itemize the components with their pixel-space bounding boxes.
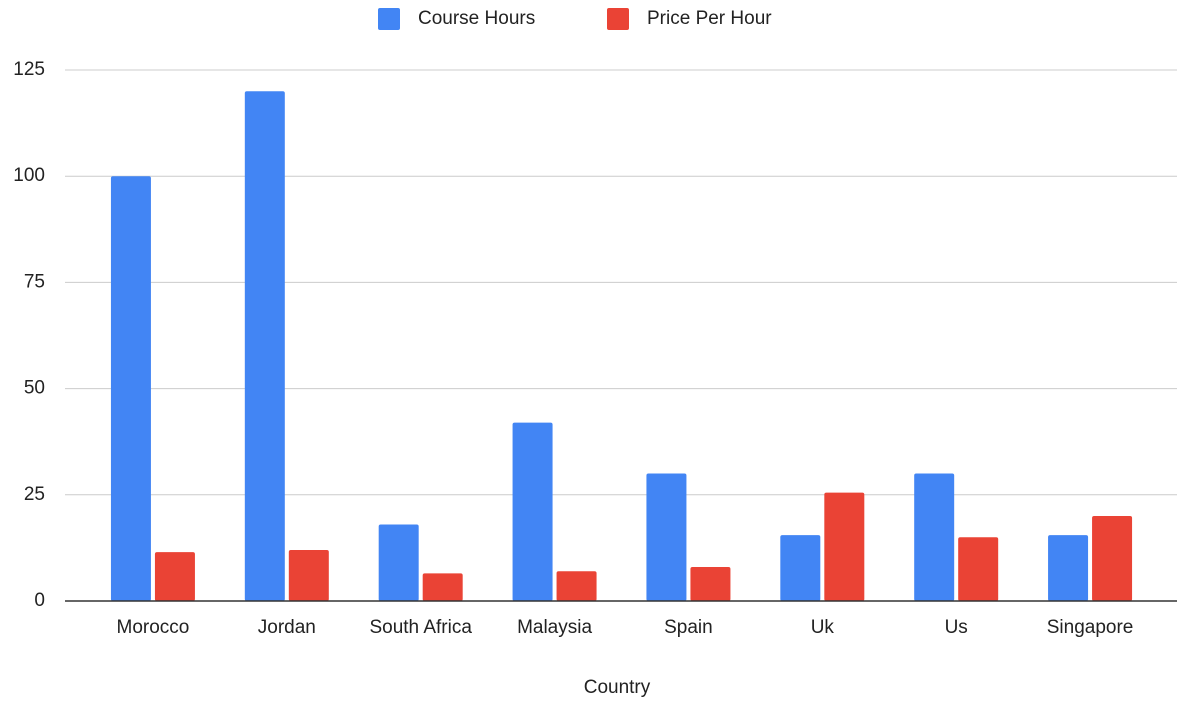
x-tick-label: South Africa — [369, 617, 472, 638]
bar — [556, 571, 597, 601]
y-tick-label: 25 — [24, 484, 45, 505]
x-tick-label: Singapore — [1047, 617, 1134, 638]
bar — [646, 473, 687, 601]
bar — [288, 550, 329, 601]
y-tick-label: 100 — [13, 165, 45, 186]
y-tick-label: 0 — [34, 590, 45, 611]
bar — [154, 552, 195, 601]
bar — [512, 422, 553, 601]
bar — [1092, 516, 1133, 601]
bar — [422, 573, 463, 601]
x-tick-label: Morocco — [117, 617, 190, 638]
legend-swatch — [378, 8, 400, 30]
bar — [690, 567, 731, 601]
bar — [824, 492, 865, 601]
x-tick-label: Malaysia — [517, 617, 592, 638]
bar — [110, 176, 151, 601]
x-axis-title: Country — [584, 677, 651, 698]
bar — [780, 535, 821, 601]
legend-label: Course Hours — [418, 8, 535, 29]
x-tick-label: Us — [945, 617, 968, 638]
bar — [914, 473, 955, 601]
bar — [378, 524, 419, 601]
bar — [244, 91, 285, 602]
bar — [958, 537, 999, 601]
y-tick-label: 75 — [24, 271, 45, 292]
y-tick-label: 50 — [24, 378, 45, 399]
x-tick-label: Uk — [811, 617, 835, 638]
legend-swatch — [607, 8, 629, 30]
y-tick-label: 125 — [13, 59, 45, 80]
legend-label: Price Per Hour — [647, 8, 772, 29]
bar — [1048, 535, 1089, 601]
x-tick-label: Jordan — [258, 617, 316, 638]
x-tick-label: Spain — [664, 617, 713, 638]
